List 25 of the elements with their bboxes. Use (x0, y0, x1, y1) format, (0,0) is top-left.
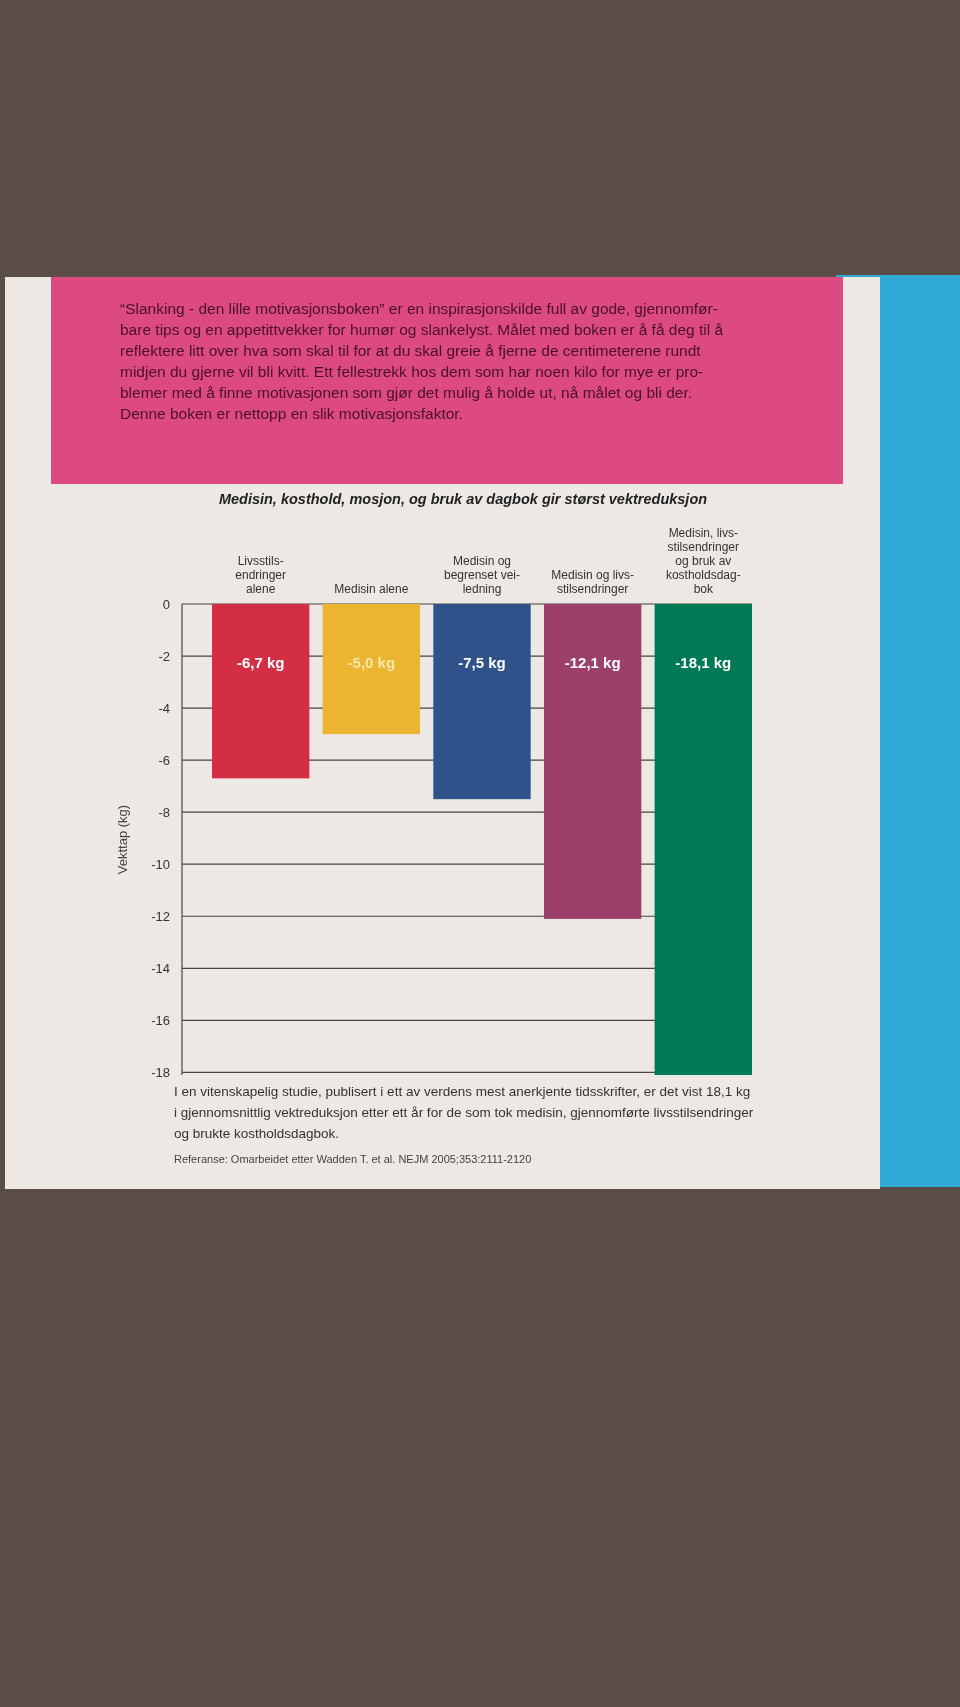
data-label: -12,1 kg (564, 654, 621, 671)
y-axis-title: Vekttap (kg) (115, 804, 130, 875)
y-tick-label: -12 (151, 908, 170, 924)
x-tick-label: Medisin og begrenset vei- ledning (443, 554, 521, 596)
x-tick-label: Medisin, livs- stilsendringer og bruk av kostholdsdag- bok (665, 526, 741, 596)
y-tick-label: -2 (158, 648, 170, 664)
text: I en vitenskapelig studie, publisert i ett av verdens mest anerkjente tidsskrifter, er det vist 18,1 kg i gjennomsnittlig vektreduksjon etter ett år for de som tok medisin, gjennomførte livsstilsendringer og brukte kostholdsdagbok. (174, 1084, 754, 1141)
y-tick-label: -4 (158, 700, 170, 716)
y-tick-label: -8 (158, 804, 170, 820)
data-label: -5,0 kg (347, 654, 396, 671)
x-tick-label: Medisin og livs- stilsendringer (551, 568, 635, 596)
data-label: -6,7 kg (236, 654, 285, 671)
y-tick-label: -10 (151, 856, 170, 872)
y-tick-label: -16 (151, 1012, 170, 1028)
y-tick-label: -18 (151, 1064, 170, 1080)
text: Referanse: Omarbeidet etter Wadden T. et al. NEJM 2005;353:2111-2120 (174, 1153, 532, 1165)
y-tick-label: -14 (151, 960, 170, 976)
chart-title: Medisin, kosthold, mosjon, og bruk av dagbok gir størst vektreduksjon (218, 491, 708, 507)
data-label: -7,5 kg (458, 654, 506, 671)
y-tick-label: 0 (162, 596, 170, 612)
x-tick-label: Medisin alene (334, 582, 409, 596)
data-label: -18,1 kg (675, 654, 732, 671)
text: “Slanking - den lille motivasjonsboken” er en inspirasjonskilde full av gode, gjennomfør- bare tips og en appetittvekker for humør og slankelyst. Målet med boken er å få deg til å reflektere litt over hva som skal til for at du skal greie å fjerne de centimeterene rundt midjen du gjerne vil bli kvitt. Ett fellestrekk hos dem som har noen kilo for mye er pro- blemer med å finne motivasjonen som gjør det mulig å holde ut, nå målet og bli der. Denne boken er nettopp en slik motivasjonsfaktor. (120, 300, 724, 422)
y-tick-label: -6 (158, 752, 170, 768)
x-tick-label: Livsstils- endringer alene (235, 554, 287, 596)
